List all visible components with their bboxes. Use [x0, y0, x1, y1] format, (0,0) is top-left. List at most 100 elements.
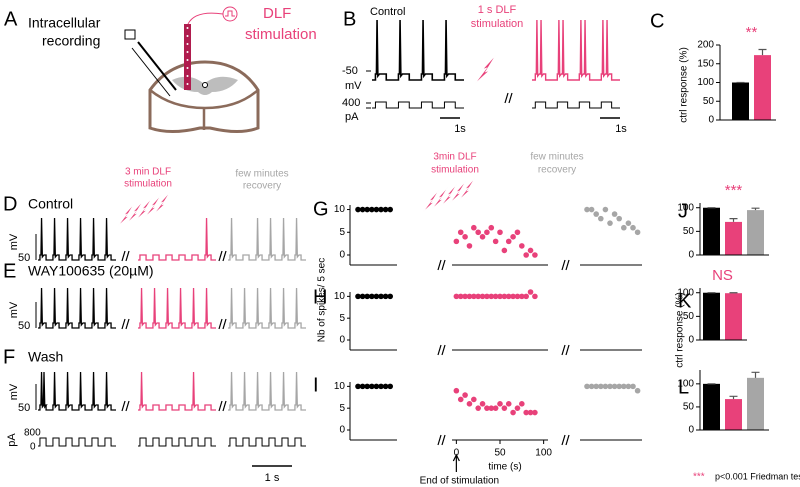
data-point	[484, 405, 490, 411]
data-point	[616, 215, 622, 222]
label: Wash	[28, 349, 63, 365]
panel-label: L	[678, 376, 689, 398]
label: mV	[8, 301, 20, 318]
data-point	[369, 206, 375, 213]
data-point	[488, 224, 495, 231]
electrode-contact	[186, 27, 189, 29]
lightning-bolt	[474, 54, 497, 84]
data-point	[505, 401, 512, 407]
data-point	[510, 234, 516, 240]
label: pA	[6, 433, 18, 447]
lightning-bolt	[449, 180, 467, 204]
data-point	[501, 293, 508, 300]
error-bar	[729, 395, 738, 400]
data-point	[359, 293, 366, 300]
data-point	[523, 252, 529, 258]
data-point	[373, 383, 380, 390]
data-point	[484, 293, 490, 300]
label: 400	[342, 97, 360, 109]
data-point	[527, 289, 534, 295]
data-point	[475, 405, 481, 411]
data-point	[527, 247, 534, 254]
data-point	[457, 396, 464, 403]
label: recovery	[243, 181, 281, 192]
y-tick-label: 100	[677, 202, 694, 213]
y-tick-label: 5	[339, 403, 345, 414]
data-point	[457, 229, 464, 236]
axis-break	[125, 400, 130, 412]
data-point	[364, 206, 371, 213]
data-point	[501, 247, 508, 254]
significance-label: **	[746, 24, 758, 41]
data-point	[510, 293, 516, 300]
data-point	[462, 234, 468, 240]
data-point	[382, 206, 389, 213]
data-point	[359, 383, 366, 390]
data-point	[514, 405, 521, 411]
data-point	[492, 238, 499, 245]
panel-label: J	[678, 200, 688, 222]
label: 0	[30, 442, 36, 453]
bar	[725, 399, 742, 430]
data-point	[462, 392, 468, 398]
label: F	[3, 346, 15, 368]
data-point	[532, 293, 538, 300]
y-axis-label: ctrl response (%)	[675, 292, 686, 368]
voltage-trace	[38, 217, 116, 261]
y-tick-label: 10	[334, 204, 346, 215]
data-point	[607, 220, 613, 226]
data-point	[479, 234, 486, 240]
axis-break	[222, 318, 227, 330]
data-point	[497, 401, 503, 407]
label: recording	[42, 33, 100, 49]
data-point	[479, 401, 486, 407]
data-point	[369, 293, 375, 300]
axis-break	[561, 434, 566, 446]
axis-break	[121, 250, 126, 262]
recording-headstage	[124, 29, 136, 40]
data-point	[466, 401, 473, 407]
label: few minutes	[530, 152, 583, 163]
label: 1s	[454, 123, 466, 135]
data-point	[492, 293, 499, 300]
error-bar	[751, 371, 760, 378]
data-point	[621, 383, 627, 390]
label: mV	[345, 80, 362, 92]
data-point	[359, 206, 366, 213]
voltage-trace	[38, 371, 116, 411]
y-tick-label: 5	[339, 227, 345, 238]
data-point	[514, 293, 521, 300]
axis-break	[441, 344, 446, 356]
data-point	[382, 293, 389, 300]
voltage-trace	[228, 371, 306, 411]
y-tick-label: 50	[683, 311, 695, 322]
bar	[725, 293, 742, 340]
lightning-bolt	[458, 177, 476, 201]
label: few minutes	[235, 169, 288, 180]
axis-break	[121, 318, 126, 330]
data-point	[479, 293, 486, 300]
data-point	[471, 224, 477, 231]
label: 3min DLF	[433, 152, 476, 163]
data-point	[457, 293, 464, 300]
current-trace	[228, 437, 306, 447]
lightning-bolt	[153, 191, 171, 215]
data-point	[588, 206, 595, 213]
label: stimulation	[471, 18, 524, 30]
data-point	[523, 409, 529, 416]
label: 1 s DLF	[478, 4, 517, 16]
y-tick-label: 50	[683, 226, 695, 237]
bar	[703, 292, 720, 340]
data-point	[453, 238, 460, 245]
data-point	[453, 293, 460, 300]
data-point	[519, 243, 525, 249]
axis-break	[437, 259, 442, 271]
data-point	[355, 206, 361, 213]
y-tick-label: 10	[334, 291, 346, 302]
label: 1 s	[265, 472, 280, 484]
x-tick-label: 100	[535, 448, 552, 459]
label: 50	[18, 402, 30, 414]
lightning-bolt	[422, 189, 440, 213]
arrow	[452, 453, 460, 472]
